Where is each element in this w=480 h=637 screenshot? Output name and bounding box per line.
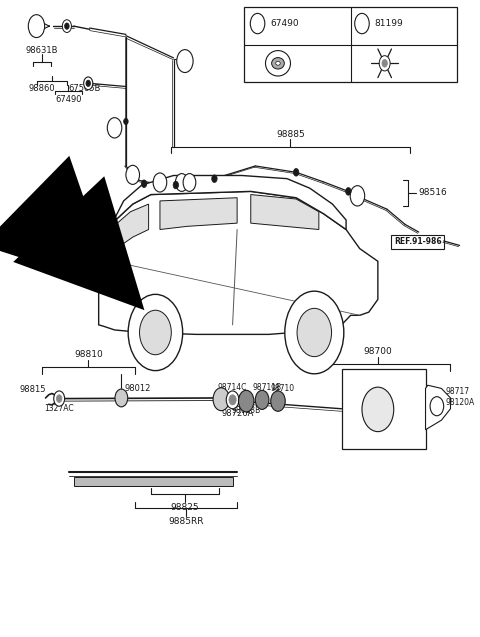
Text: 98711B: 98711B	[252, 383, 281, 392]
Text: 98815: 98815	[19, 385, 46, 394]
Circle shape	[153, 173, 167, 192]
Circle shape	[382, 59, 387, 67]
Circle shape	[57, 395, 62, 403]
Circle shape	[285, 291, 344, 374]
Polygon shape	[160, 197, 237, 229]
Text: 98120A: 98120A	[446, 398, 475, 407]
Text: a: a	[255, 19, 260, 28]
Text: b: b	[360, 19, 364, 28]
Circle shape	[28, 15, 45, 38]
Text: 98825: 98825	[170, 503, 199, 512]
Bar	[74, 477, 233, 486]
Circle shape	[183, 173, 196, 191]
Text: 98012: 98012	[125, 384, 151, 393]
Text: b: b	[182, 57, 188, 66]
Circle shape	[108, 118, 122, 138]
Circle shape	[355, 13, 369, 34]
Text: 98860: 98860	[28, 84, 55, 93]
Polygon shape	[426, 385, 451, 430]
Circle shape	[54, 391, 65, 406]
Polygon shape	[99, 191, 378, 334]
Text: b: b	[187, 180, 192, 185]
Text: 98710: 98710	[270, 384, 295, 393]
Circle shape	[239, 390, 254, 412]
Text: 98700: 98700	[363, 347, 392, 356]
Text: 98726A: 98726A	[221, 410, 253, 419]
Circle shape	[271, 391, 285, 412]
Text: 98516: 98516	[419, 189, 447, 197]
Text: 81199: 81199	[375, 19, 403, 28]
Circle shape	[124, 118, 128, 125]
Circle shape	[346, 187, 351, 195]
Text: b: b	[180, 180, 184, 185]
Circle shape	[293, 169, 299, 176]
Text: 98810: 98810	[74, 350, 103, 359]
Circle shape	[175, 173, 188, 191]
Text: REF.91-986: REF.91-986	[394, 237, 442, 246]
Circle shape	[84, 77, 93, 90]
FancyBboxPatch shape	[392, 234, 444, 248]
Text: b: b	[158, 180, 162, 185]
Circle shape	[115, 389, 128, 407]
Text: 1327AC: 1327AC	[44, 404, 74, 413]
Polygon shape	[112, 175, 346, 229]
Circle shape	[229, 395, 236, 405]
Polygon shape	[251, 194, 319, 229]
Circle shape	[126, 166, 140, 184]
Text: 98631B: 98631B	[25, 46, 58, 55]
Ellipse shape	[272, 57, 284, 69]
Text: 67490: 67490	[55, 96, 82, 104]
Circle shape	[177, 50, 193, 73]
Polygon shape	[114, 204, 149, 243]
Circle shape	[362, 387, 394, 432]
Circle shape	[86, 80, 91, 87]
Circle shape	[65, 23, 69, 29]
Circle shape	[379, 55, 390, 71]
Text: 98714C: 98714C	[218, 383, 247, 392]
Circle shape	[430, 397, 444, 416]
Circle shape	[140, 310, 171, 355]
Circle shape	[62, 20, 72, 32]
Text: 98717: 98717	[446, 387, 470, 396]
Text: 67490: 67490	[270, 19, 299, 28]
Circle shape	[213, 388, 229, 411]
Circle shape	[212, 175, 217, 182]
Circle shape	[226, 391, 239, 409]
Circle shape	[173, 181, 179, 189]
Text: a: a	[34, 22, 39, 31]
Circle shape	[141, 180, 147, 187]
Circle shape	[250, 13, 265, 34]
Circle shape	[255, 390, 269, 410]
Text: 98885: 98885	[276, 130, 305, 139]
Ellipse shape	[276, 61, 280, 65]
Circle shape	[128, 294, 183, 371]
Bar	[244, 7, 457, 82]
Bar	[342, 369, 426, 449]
Text: 98713B: 98713B	[231, 406, 261, 415]
Text: b: b	[112, 124, 117, 132]
Text: b: b	[131, 172, 135, 178]
Text: 67505B: 67505B	[68, 84, 101, 93]
Text: 9885RR: 9885RR	[168, 517, 204, 526]
Text: b: b	[355, 191, 360, 200]
Circle shape	[297, 308, 332, 357]
Circle shape	[350, 185, 365, 206]
Ellipse shape	[265, 50, 290, 76]
